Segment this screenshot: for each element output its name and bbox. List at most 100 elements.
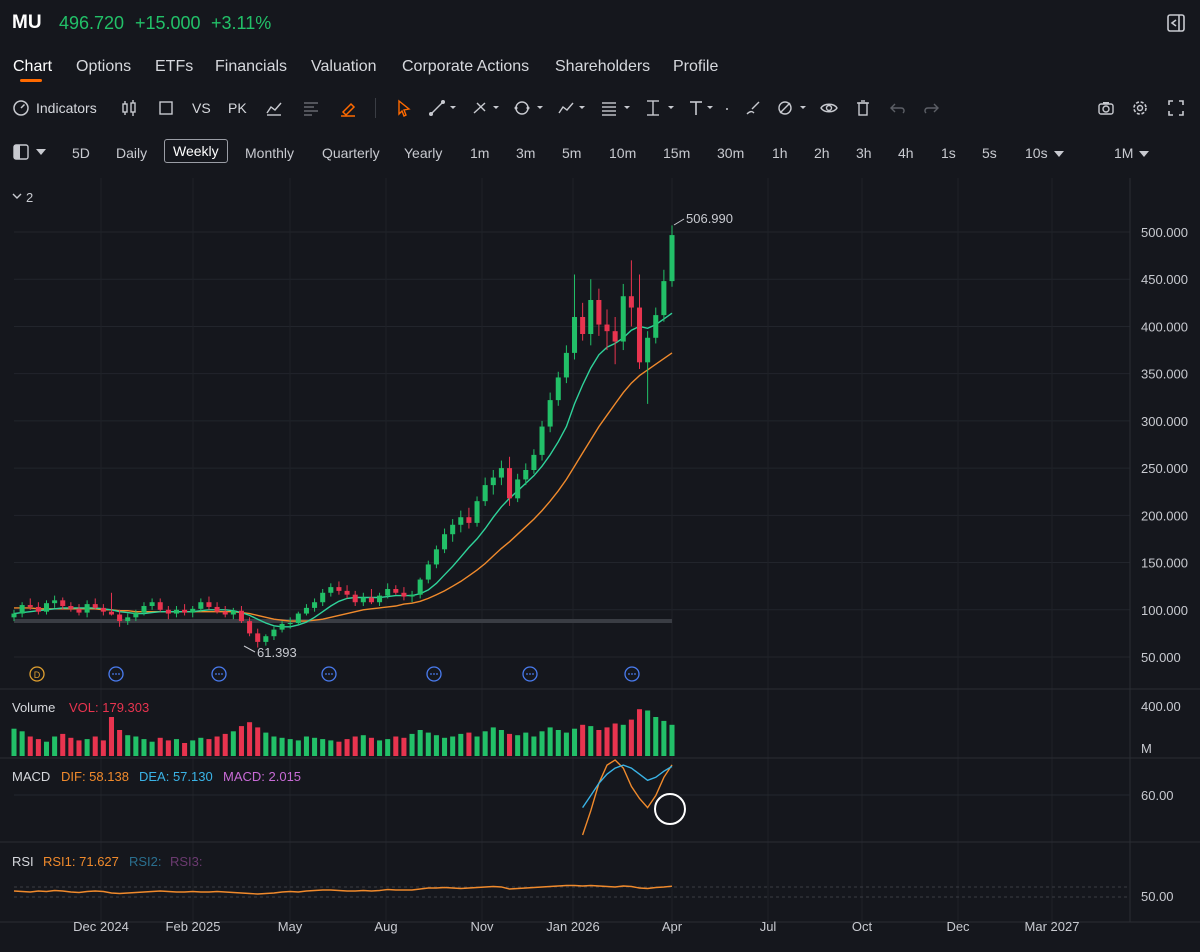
candle[interactable] [498, 460, 504, 486]
candle[interactable] [539, 420, 545, 461]
candle[interactable] [547, 392, 553, 433]
candle[interactable] [482, 477, 488, 506]
candle[interactable] [425, 560, 431, 584]
candle[interactable] [182, 604, 188, 616]
candle[interactable] [190, 606, 196, 618]
candle[interactable] [271, 626, 277, 640]
event-ellipsis-icon[interactable] [321, 666, 337, 682]
period-10s[interactable]: 10s [1025, 145, 1064, 161]
candle[interactable] [360, 592, 366, 606]
candle[interactable] [628, 260, 634, 327]
candle[interactable] [450, 519, 456, 542]
candle[interactable] [214, 602, 220, 614]
area-chart-icon[interactable] [265, 98, 283, 118]
candle[interactable] [580, 302, 586, 341]
period-10m[interactable]: 10m [609, 145, 637, 161]
candle[interactable] [645, 331, 651, 404]
candle[interactable] [84, 600, 90, 618]
candle[interactable] [125, 613, 131, 625]
price-range-icon[interactable] [644, 98, 678, 118]
pk-button[interactable]: PK [228, 100, 247, 116]
candle[interactable] [572, 274, 578, 360]
candle[interactable] [320, 589, 326, 606]
candle[interactable] [149, 598, 155, 610]
redo-icon[interactable] [922, 98, 940, 118]
period-weekly[interactable]: Weekly [164, 139, 228, 163]
candle[interactable] [588, 279, 594, 346]
candle[interactable] [27, 598, 33, 610]
trash-icon[interactable] [854, 98, 872, 118]
settings-gear-icon[interactable] [1131, 98, 1149, 118]
candle[interactable] [604, 309, 610, 351]
candle[interactable] [206, 596, 212, 610]
candle[interactable] [409, 590, 415, 603]
candle[interactable] [344, 585, 350, 599]
candle[interactable] [76, 604, 82, 616]
candle[interactable] [133, 609, 139, 622]
measure-tool-icon[interactable] [600, 98, 634, 118]
fullscreen-icon[interactable] [1167, 98, 1185, 118]
period-5d[interactable]: 5D [72, 145, 90, 161]
period-4h[interactable]: 4h [898, 145, 914, 161]
tab-profile[interactable]: Profile [673, 58, 719, 75]
candle[interactable] [328, 583, 334, 597]
candlestick-series[interactable] [11, 225, 675, 648]
candle[interactable] [35, 602, 41, 615]
brush-tool-icon[interactable] [744, 98, 762, 118]
candle[interactable] [417, 577, 423, 599]
tab-etfs[interactable]: ETFs [155, 58, 194, 75]
event-ellipsis-icon[interactable] [108, 666, 124, 682]
period-3h[interactable]: 3h [856, 145, 872, 161]
compare-vs-button[interactable]: VS [192, 100, 211, 116]
candle[interactable] [60, 597, 66, 610]
period-2h[interactable]: 2h [814, 145, 830, 161]
collapse-chevron-icon[interactable] [12, 193, 22, 199]
candle[interactable] [636, 274, 643, 369]
candle[interactable] [385, 583, 391, 599]
candle[interactable] [295, 611, 301, 625]
candle[interactable] [141, 602, 147, 616]
candle[interactable] [368, 589, 374, 605]
period-1m[interactable]: 1m [470, 145, 490, 161]
exit-fullscreen-icon[interactable] [1166, 13, 1186, 33]
candlestick-type-icon[interactable] [120, 98, 138, 118]
dividend-badge[interactable] [29, 666, 45, 682]
candle[interactable] [303, 604, 309, 616]
candle[interactable] [531, 449, 537, 474]
tab-options[interactable]: Options [76, 58, 132, 75]
highlighter-icon[interactable] [339, 98, 357, 118]
period-monthly[interactable]: Monthly [245, 145, 295, 161]
pattern-tool-icon[interactable] [557, 98, 589, 118]
candle[interactable] [458, 510, 464, 533]
candle[interactable] [474, 496, 480, 527]
candle[interactable] [377, 592, 383, 606]
candle[interactable] [165, 606, 171, 620]
candle[interactable] [100, 604, 106, 616]
candle[interactable] [173, 606, 179, 618]
candle[interactable] [68, 602, 74, 612]
tab-chart[interactable]: Chart [13, 58, 53, 75]
text-tool-icon[interactable] [687, 98, 731, 118]
period-30m[interactable]: 30m [717, 145, 745, 161]
tab-shareholders[interactable]: Shareholders [555, 58, 651, 75]
candle[interactable] [287, 617, 293, 629]
candle[interactable] [466, 507, 472, 529]
candle[interactable] [92, 598, 98, 610]
candle[interactable] [52, 595, 58, 608]
trend-line-icon[interactable] [428, 98, 458, 118]
candle[interactable] [563, 345, 569, 384]
candle[interactable] [43, 600, 50, 615]
period-yearly[interactable]: Yearly [404, 145, 443, 161]
candle[interactable] [247, 617, 253, 637]
candle[interactable] [661, 269, 667, 322]
event-ellipsis-icon[interactable] [624, 666, 640, 682]
camera-icon[interactable] [1097, 98, 1115, 118]
candle[interactable] [393, 585, 399, 595]
period-quarterly[interactable]: Quarterly [322, 145, 380, 161]
candle[interactable] [620, 283, 626, 351]
candle[interactable] [612, 317, 618, 365]
candle[interactable] [11, 609, 17, 622]
candle[interactable] [653, 307, 659, 344]
shape-tool-icon[interactable] [513, 98, 547, 118]
tab-valuation[interactable]: Valuation [311, 58, 377, 75]
